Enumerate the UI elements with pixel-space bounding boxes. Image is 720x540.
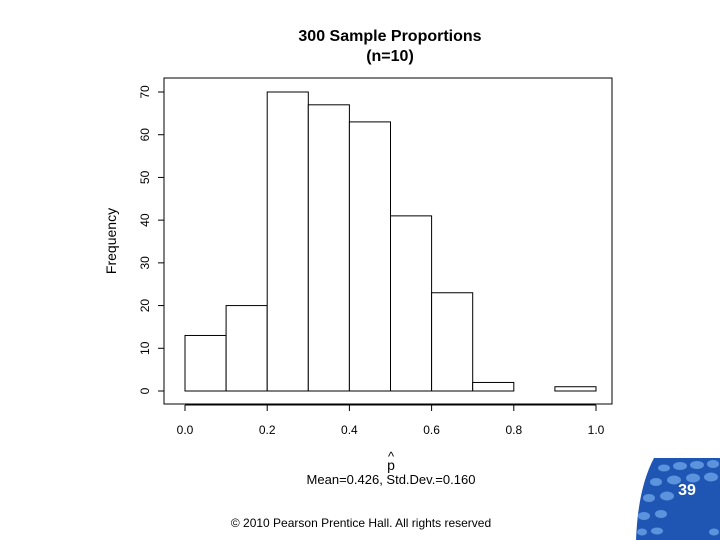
x-axis-stats: Mean=0.426, Std.Dev.=0.160 bbox=[307, 472, 476, 487]
x-axis-label-hat: ^ bbox=[388, 449, 395, 464]
bars-group bbox=[184, 91, 597, 392]
histogram-bar bbox=[554, 386, 597, 392]
y-axis-label: Frequency bbox=[103, 208, 119, 274]
copyright-text: © 2010 Pearson Prentice Hall. All rights… bbox=[230, 516, 492, 530]
histogram-bar bbox=[266, 91, 309, 392]
x-axis-label: p bbox=[387, 457, 395, 473]
histogram-bar bbox=[431, 292, 474, 392]
x-tick-label: 0.6 bbox=[423, 423, 440, 437]
x-axis: 0.0 0.2 0.4 0.6 0.8 1.0 bbox=[177, 404, 605, 437]
page-number: 39 bbox=[678, 482, 696, 499]
x-tick-label: 0.4 bbox=[341, 423, 358, 437]
histogram-bar bbox=[472, 381, 515, 392]
y-tick-label: 30 bbox=[138, 256, 152, 270]
histogram-bar bbox=[225, 305, 268, 392]
histogram-bar bbox=[184, 334, 227, 392]
y-tick-label: 60 bbox=[138, 128, 152, 142]
chart-subtitle: (n=10) bbox=[366, 48, 414, 65]
y-tick-label: 0 bbox=[138, 387, 152, 394]
y-tick-label: 20 bbox=[138, 299, 152, 313]
x-tick-label: 1.0 bbox=[588, 423, 605, 437]
x-tick-label: 0.2 bbox=[259, 423, 276, 437]
pearson-logo-icon bbox=[636, 458, 720, 540]
y-tick-label: 40 bbox=[138, 213, 152, 227]
histogram-bar bbox=[348, 121, 391, 392]
x-tick-label: 0.0 bbox=[177, 423, 194, 437]
y-tick-label: 10 bbox=[138, 341, 152, 355]
x-tick-label: 0.8 bbox=[505, 423, 522, 437]
histogram-bar bbox=[307, 104, 350, 392]
chart-title: 300 Sample Proportions bbox=[298, 28, 482, 45]
histogram-bar bbox=[390, 215, 433, 392]
y-axis: 0 10 20 30 40 50 60 70 bbox=[138, 85, 165, 394]
y-tick-label: 70 bbox=[138, 85, 152, 99]
histogram-chart: 0.0 0.2 0.4 0.6 0.8 1.0 0 10 20 30 40 50 60 70 Frequ… bbox=[103, 77, 613, 487]
y-tick-label: 50 bbox=[138, 170, 152, 184]
